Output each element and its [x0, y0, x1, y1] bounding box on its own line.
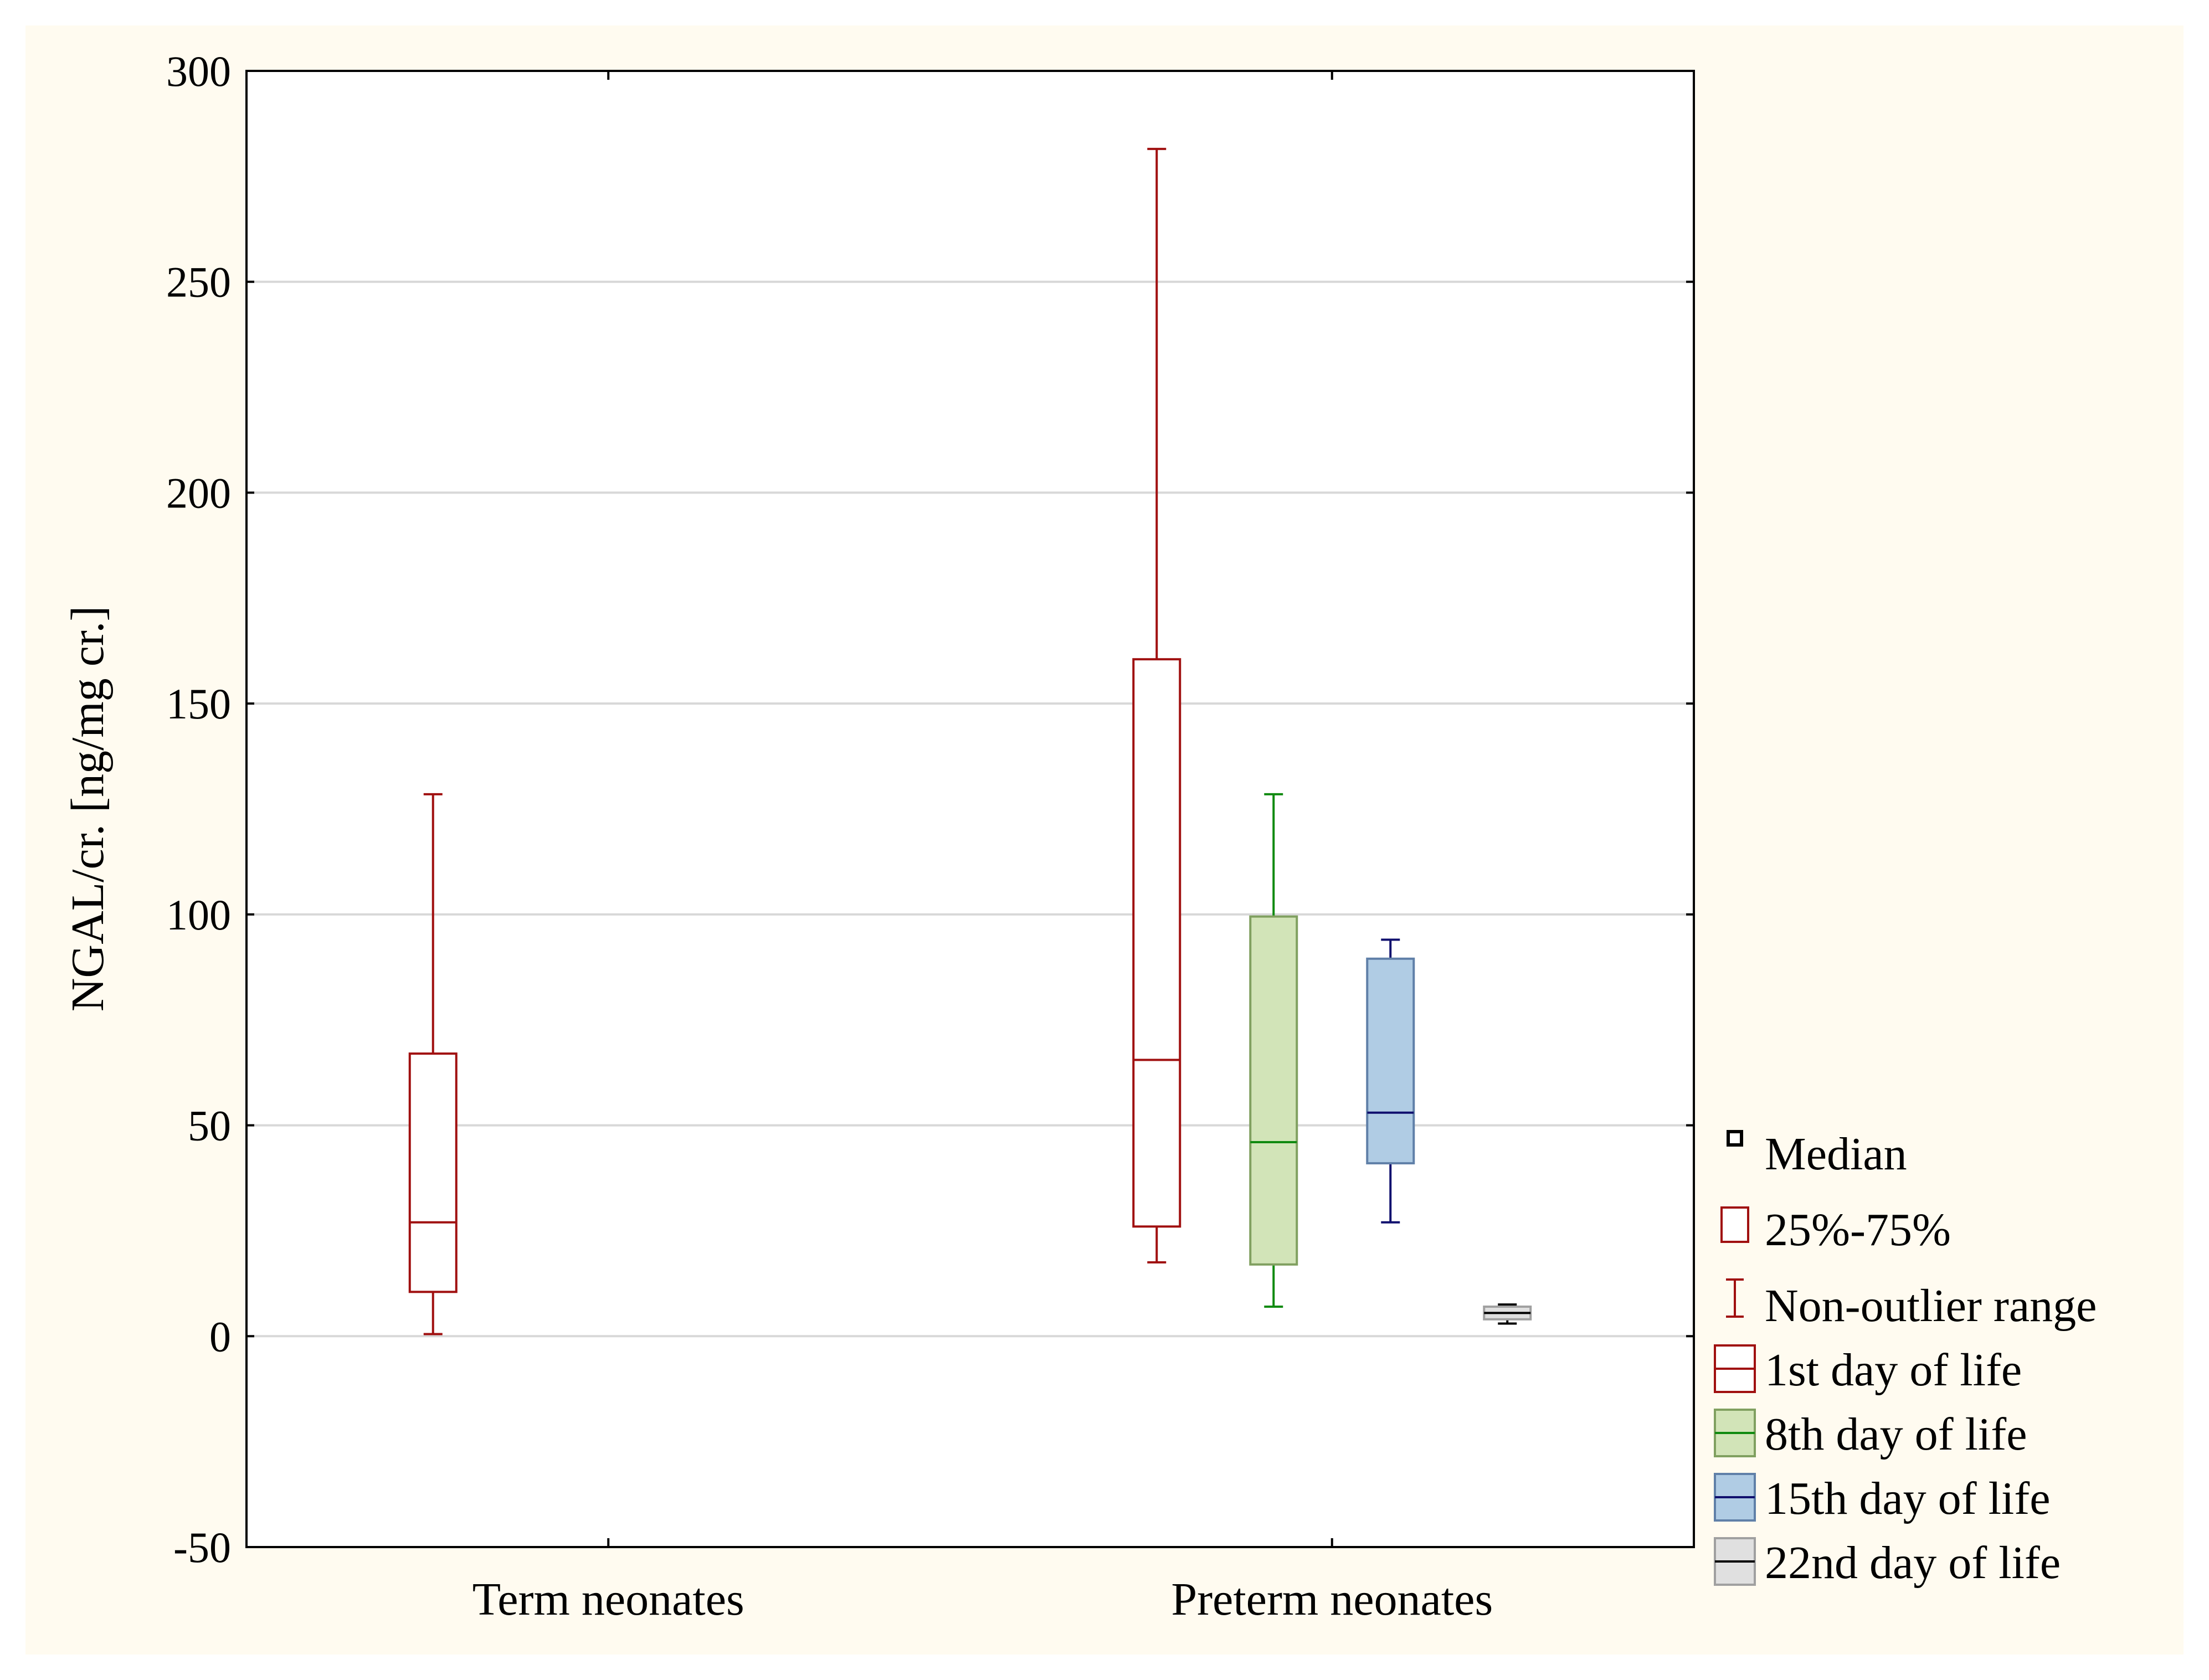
- box-15th-day-of-life: [1366, 938, 1415, 1224]
- boxplot-chart: -50 0 50 100 150 200 250 300 Term neonates Prete…: [62, 47, 2097, 1625]
- x-tick-label: Preterm neonates: [1171, 1574, 1493, 1625]
- gridlines-inner: [246, 280, 1694, 1338]
- y-tick-label: 150: [166, 680, 231, 728]
- y-axis: -50 0 50 100 150 200 250 300: [166, 47, 1694, 1571]
- box-8th-day-of-life: [1249, 793, 1298, 1308]
- legend-label: 8th day of life: [1765, 1409, 2027, 1460]
- legend: Median 25%-75% Non-outlier range 1st day of…: [1714, 1128, 2097, 1589]
- box-22nd-day-of-life: [1483, 1303, 1532, 1325]
- y-axis-label: NGAL/cr. [ng/mg cr.]: [62, 606, 114, 1012]
- legend-label: Non-outlier range: [1765, 1280, 2097, 1332]
- box-series: [408, 147, 1532, 1335]
- box-iqr: [408, 1052, 458, 1293]
- box-1st-day-of-life: [1132, 147, 1181, 1264]
- box-iqr: [1132, 658, 1181, 1228]
- legend-label: 22nd day of life: [1765, 1537, 2061, 1589]
- box-1st-day-of-life: [408, 793, 458, 1335]
- plot-frame: [245, 70, 1695, 1548]
- legend-label: 25%-75%: [1765, 1204, 1951, 1256]
- plot-area: [246, 71, 1694, 1547]
- y-tick-label: 250: [166, 258, 231, 306]
- legend-median-icon: [1727, 1130, 1743, 1147]
- y-tick-label: 200: [166, 469, 231, 517]
- legend-label: 15th day of life: [1765, 1473, 2051, 1524]
- x-tick-label: Term neonates: [472, 1574, 744, 1625]
- y-tick-label: 0: [209, 1312, 231, 1360]
- legend-label: Median: [1765, 1128, 1907, 1180]
- legend-iqr-icon: [1720, 1206, 1749, 1243]
- y-tick-label: 300: [166, 47, 231, 95]
- box-iqr: [1249, 915, 1298, 1266]
- x-axis: Term neonates Preterm neonates: [472, 71, 1493, 1625]
- legend-label: 1st day of life: [1765, 1344, 2022, 1396]
- y-tick-label: 50: [188, 1102, 231, 1150]
- y-tick-label: -50: [173, 1523, 231, 1571]
- box-iqr: [1366, 957, 1415, 1165]
- chart-panel: -50 0 50 100 150 200 250 300 Term neonates Prete…: [25, 25, 2184, 1655]
- y-tick-label: 100: [166, 891, 231, 939]
